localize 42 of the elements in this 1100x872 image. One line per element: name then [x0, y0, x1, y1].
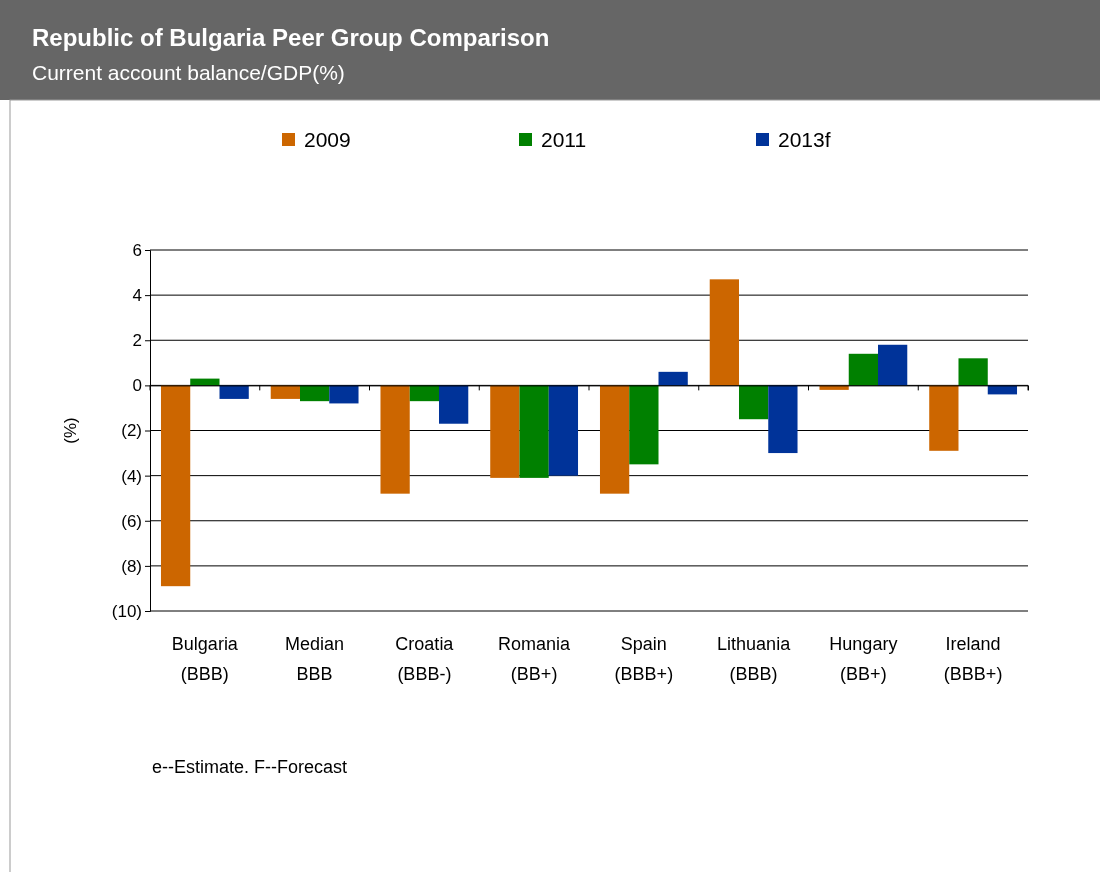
y-tick-label: (10) [111, 601, 142, 621]
bar [709, 279, 739, 386]
y-axis-title: (%) [61, 417, 80, 444]
x-tick-label: Spain (BBB+) [614, 634, 674, 684]
y-tick-label: 0 [132, 376, 142, 396]
bar [599, 385, 630, 494]
y-tick-label: (2) [121, 421, 142, 441]
x-tick-label: Hungary (BB+) [829, 634, 898, 684]
chart-subtitle: Current account balance/GDP(%) [32, 61, 345, 84]
bar [768, 385, 798, 454]
bar [929, 385, 959, 451]
bar [958, 358, 988, 386]
bar [658, 371, 688, 386]
bar [329, 385, 359, 404]
y-tick-label: 6 [132, 240, 142, 260]
bar [519, 385, 549, 478]
bar [738, 385, 769, 420]
x-tick-label: Median BBB [285, 634, 345, 684]
x-tick-label: Ireland (BBB+) [943, 634, 1003, 684]
y-tick-label: (8) [121, 556, 142, 576]
bar [439, 385, 469, 424]
bar [190, 378, 220, 386]
text: e--Estimate. F--Forecast [152, 757, 348, 777]
y-tick-label: 4 [132, 286, 142, 306]
bar [160, 385, 191, 587]
bar [878, 344, 908, 386]
bar [380, 385, 410, 494]
x-tick-label: Romania (BB+) [498, 634, 572, 684]
x-tick-label: Croatia (BBB-) [395, 634, 455, 684]
bar [629, 385, 659, 465]
legend-label: 2009 [304, 128, 351, 151]
bar [548, 385, 579, 476]
y-tick-label: (6) [121, 511, 142, 531]
legend-label: 2011 [541, 128, 587, 151]
y-tick-label: 2 [132, 331, 142, 351]
x-tick-label: Bulgaria (BBB) [171, 634, 239, 684]
y-tick-label: (4) [121, 466, 142, 486]
bar [848, 353, 879, 386]
bar [490, 385, 520, 478]
x-tick-label: Lithuania (BBB) [717, 634, 792, 684]
legend-label: 2013f [778, 128, 831, 151]
chart-title: Republic of Bulgaria Peer Group Comparison [32, 24, 550, 51]
